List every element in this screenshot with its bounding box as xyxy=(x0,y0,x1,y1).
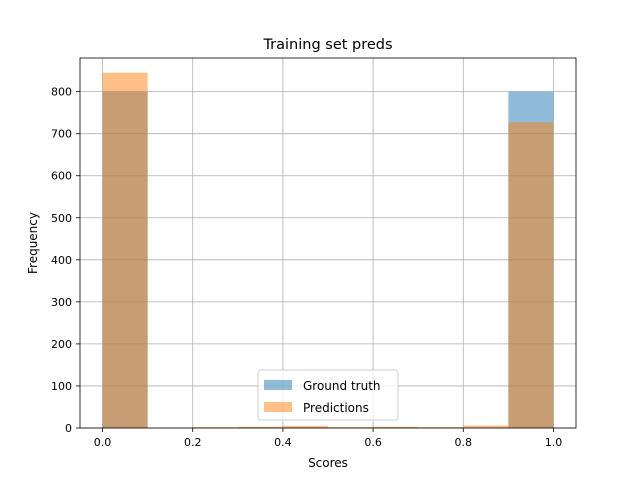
x-axis-label: Scores xyxy=(308,456,348,470)
bar-predictions xyxy=(508,122,553,428)
legend-swatch-predictions xyxy=(264,402,292,412)
x-tick-label: 0.8 xyxy=(455,436,473,449)
x-tick-label: 0.0 xyxy=(94,436,112,449)
x-tick-label: 0.2 xyxy=(184,436,202,449)
y-tick-label: 100 xyxy=(51,380,72,393)
y-axis-label: Frequency xyxy=(26,212,40,274)
legend-label-predictions: Predictions xyxy=(303,401,369,415)
y-tick-label: 800 xyxy=(51,86,72,99)
y-tick-label: 400 xyxy=(51,254,72,267)
legend: Ground truth Predictions xyxy=(258,370,398,420)
legend-swatch-ground-truth xyxy=(264,380,292,390)
y-tick-label: 500 xyxy=(51,212,72,225)
bar-predictions xyxy=(103,73,148,428)
y-tick-label: 0 xyxy=(65,422,72,435)
y-tick-label: 700 xyxy=(51,128,72,141)
y-tick-label: 300 xyxy=(51,296,72,309)
x-tick-label: 1.0 xyxy=(545,436,563,449)
chart-title: Training set preds xyxy=(262,37,392,53)
x-tick-label: 0.6 xyxy=(364,436,382,449)
y-tick-label: 600 xyxy=(51,170,72,183)
y-tick-label: 200 xyxy=(51,338,72,351)
legend-label-ground-truth: Ground truth xyxy=(303,379,381,393)
x-tick-label: 0.4 xyxy=(274,436,292,449)
